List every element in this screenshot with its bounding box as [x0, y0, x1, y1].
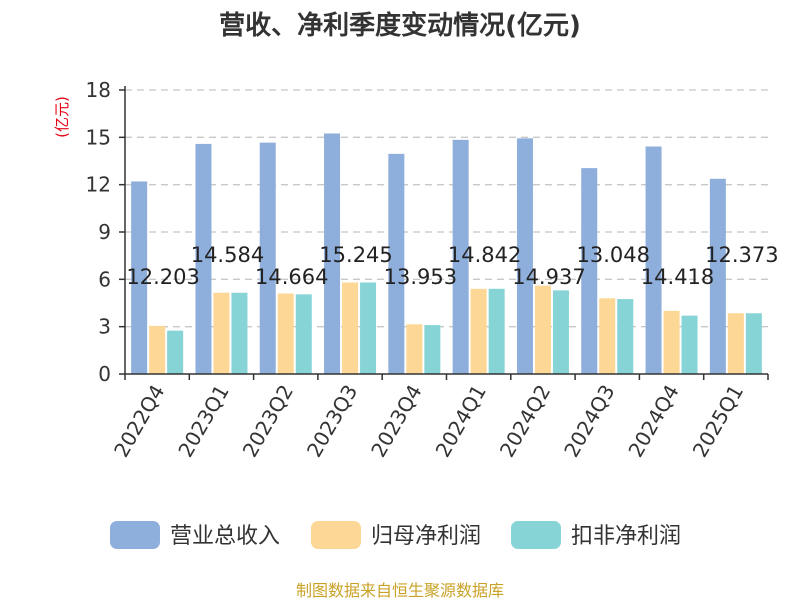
legend-label: 扣非净利润 [571, 524, 681, 549]
data-label: 14.584 [191, 243, 264, 267]
x-tick-label: 2025Q1 [688, 381, 748, 462]
y-tick-label: 9 [98, 220, 111, 244]
data-label: 12.203 [126, 265, 199, 289]
bar-deducted-net-profit [617, 299, 634, 374]
axes [119, 86, 769, 380]
bar-net-profit [277, 293, 294, 374]
y-tick-label: 6 [98, 267, 111, 291]
legend-label: 营业总收入 [170, 524, 280, 549]
bar-deducted-net-profit [231, 292, 248, 374]
bar-deducted-net-profit [424, 325, 441, 374]
bar-revenue [259, 142, 276, 374]
data-label: 13.048 [577, 243, 650, 267]
data-label: 15.245 [319, 243, 392, 267]
legend: 营业总收入 归母净利润 扣非净利润 [110, 521, 681, 549]
bar-revenue [131, 181, 148, 374]
bar-net-profit [534, 285, 551, 374]
chart-title: 营收、净利季度变动情况(亿元) [219, 10, 581, 41]
data-label: 14.842 [448, 243, 521, 267]
bar-revenue [645, 146, 662, 374]
bar-revenue [388, 153, 405, 374]
bar-deducted-net-profit [295, 294, 312, 374]
bar-deducted-net-profit [488, 288, 505, 374]
bar-revenue [195, 143, 212, 374]
bar-deducted-net-profit [681, 315, 698, 374]
bar-net-profit [470, 288, 487, 374]
y-tick-label: 18 [86, 78, 111, 102]
x-tick-label: 2023Q4 [366, 381, 426, 462]
bar-revenue [709, 178, 726, 374]
data-label: 14.664 [255, 265, 328, 289]
y-tick-label: 12 [86, 173, 111, 197]
y-tick-label: 3 [98, 315, 111, 339]
bar-net-profit [213, 292, 230, 374]
x-tick-label: 2024Q3 [559, 381, 619, 462]
grid [125, 89, 768, 328]
bar-revenue [452, 139, 469, 374]
bar-net-profit [342, 282, 359, 374]
x-tick-label: 2023Q2 [238, 381, 298, 462]
bar-revenue [324, 133, 341, 374]
y-axis-ticks: 0 3 6 9 12 15 18 [86, 78, 111, 386]
bar-net-profit [727, 313, 744, 374]
bar-deducted-net-profit [552, 290, 569, 374]
x-tick-label: 2024Q1 [431, 381, 491, 462]
x-tick-label: 2024Q4 [623, 381, 683, 462]
x-tick-label: 2022Q4 [109, 381, 169, 462]
bar-revenue [516, 138, 533, 374]
y-tick-label: 0 [98, 362, 111, 386]
bar-net-profit [663, 310, 680, 374]
data-label: 14.937 [512, 265, 585, 289]
x-tick-label: 2023Q3 [302, 381, 362, 462]
bar-net-profit [599, 298, 616, 374]
data-label: 12.373 [705, 243, 778, 267]
bar-revenue [581, 168, 598, 374]
source-note: 制图数据来自恒生聚源数据库 [296, 581, 504, 600]
legend-label: 归母净利润 [371, 524, 481, 549]
bars [131, 133, 762, 374]
y-axis-unit: (亿元) [53, 96, 71, 138]
bar-net-profit [149, 325, 166, 374]
legend-swatch [511, 521, 561, 549]
data-labels: 12.20314.58414.66415.24513.95314.84214.9… [126, 243, 778, 289]
y-tick-label: 15 [86, 125, 111, 149]
bar-deducted-net-profit [167, 330, 184, 374]
x-tick-label: 2023Q1 [173, 381, 233, 462]
bar-deducted-net-profit [745, 313, 762, 374]
x-axis-ticks: 2022Q4 2023Q1 2023Q2 2023Q3 2023Q4 2024Q1 2024… [109, 381, 748, 462]
legend-swatch [110, 521, 160, 549]
bar-deducted-net-profit [360, 282, 377, 374]
data-label: 13.953 [384, 265, 457, 289]
bar-net-profit [406, 324, 423, 374]
data-label: 14.418 [641, 265, 714, 289]
legend-swatch [311, 521, 361, 549]
x-tick-label: 2024Q2 [495, 381, 555, 462]
